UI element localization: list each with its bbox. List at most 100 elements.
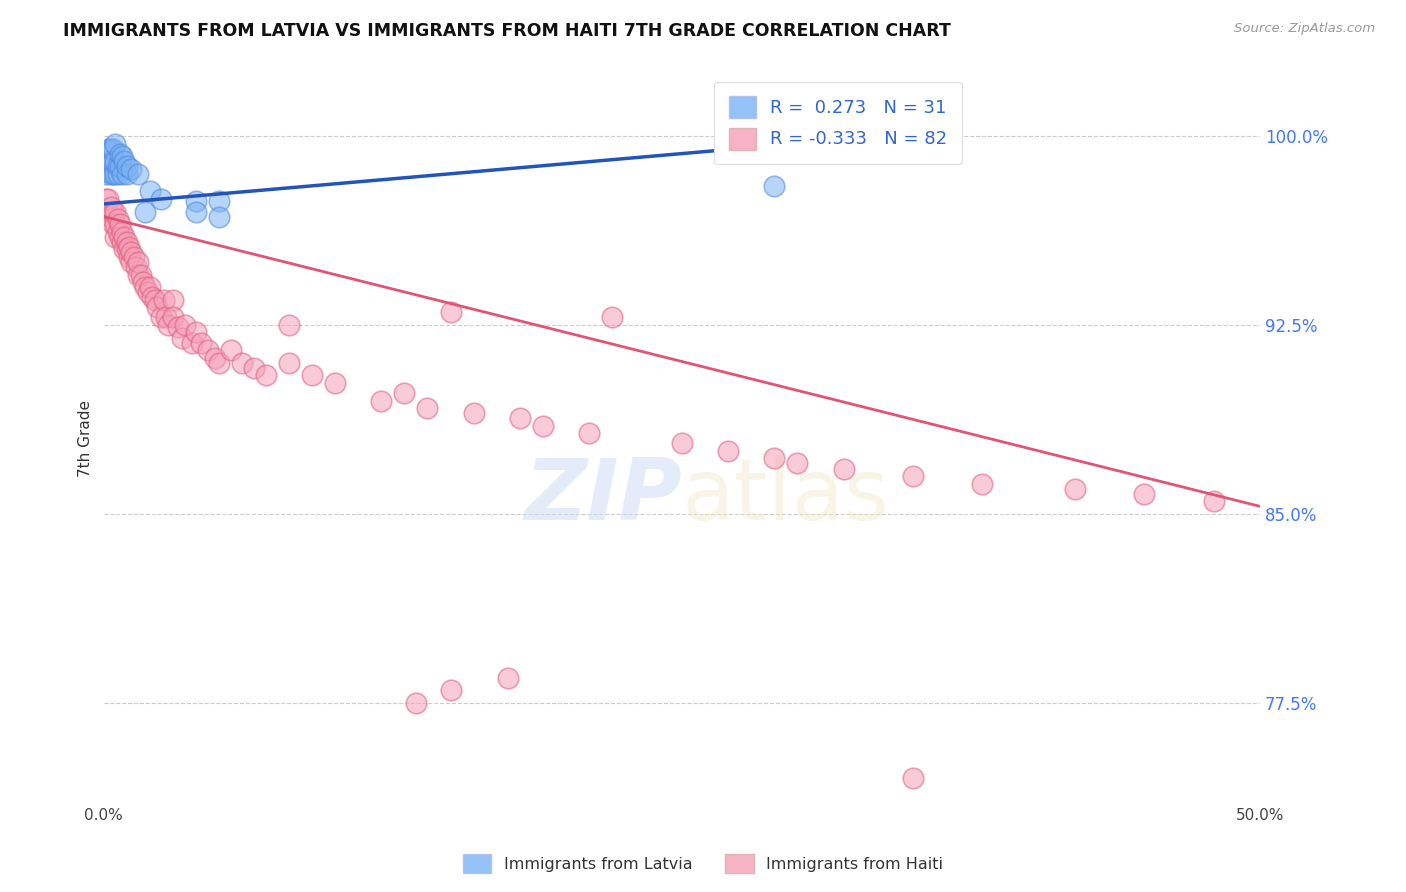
Point: [602, 310, 624, 325]
Point: [531, 418, 554, 433]
Point: [118, 250, 141, 264]
Point: [104, 217, 127, 231]
Point: [108, 229, 131, 244]
Text: Source: ZipAtlas.com: Source: ZipAtlas.com: [1234, 22, 1375, 36]
Point: [111, 167, 134, 181]
Point: [115, 159, 138, 173]
Point: [134, 280, 156, 294]
Point: [100, 167, 122, 181]
Point: [153, 293, 176, 307]
Point: [186, 204, 208, 219]
Point: [578, 426, 600, 441]
Point: [231, 356, 253, 370]
Point: [172, 330, 194, 344]
Point: [122, 250, 145, 264]
Point: [277, 356, 299, 370]
Point: [671, 436, 693, 450]
Point: [763, 179, 786, 194]
Point: [1202, 494, 1225, 508]
Point: [509, 411, 531, 425]
Point: [277, 318, 299, 332]
Point: [107, 225, 129, 239]
Point: [100, 210, 122, 224]
Point: [97, 192, 120, 206]
Point: [97, 204, 120, 219]
Point: [94, 192, 117, 206]
Point: [100, 142, 122, 156]
Point: [100, 154, 122, 169]
Point: [120, 161, 142, 176]
Point: [146, 300, 169, 314]
Point: [166, 320, 188, 334]
Point: [439, 305, 461, 319]
Point: [717, 443, 740, 458]
Point: [101, 167, 124, 181]
Point: [97, 142, 120, 156]
Point: [97, 154, 120, 169]
Point: [301, 368, 323, 383]
Point: [972, 476, 994, 491]
Point: [111, 149, 134, 163]
Point: [101, 154, 124, 169]
Point: [323, 376, 346, 390]
Point: [104, 229, 127, 244]
Point: [94, 167, 117, 181]
Point: [114, 243, 136, 257]
Text: ZIP: ZIP: [524, 455, 682, 538]
Point: [197, 343, 219, 358]
Point: [150, 310, 173, 325]
Point: [405, 696, 427, 710]
Point: [120, 255, 142, 269]
Point: [1133, 487, 1156, 501]
Point: [104, 136, 127, 151]
Point: [186, 326, 208, 340]
Point: [114, 229, 136, 244]
Point: [101, 142, 124, 156]
Point: [208, 356, 231, 370]
Point: [107, 159, 129, 173]
Point: [118, 240, 141, 254]
Point: [219, 343, 242, 358]
Point: [127, 167, 149, 181]
Point: [204, 351, 226, 365]
Point: [186, 194, 208, 209]
Point: [111, 225, 134, 239]
Point: [786, 457, 808, 471]
Point: [115, 243, 138, 257]
Point: [136, 285, 159, 300]
Point: [150, 192, 173, 206]
Point: [104, 154, 127, 169]
Point: [101, 217, 124, 231]
Point: [763, 451, 786, 466]
Point: [139, 185, 162, 199]
Point: [115, 167, 138, 181]
Point: [180, 335, 202, 350]
Point: [114, 154, 136, 169]
Point: [104, 204, 127, 219]
Point: [243, 360, 266, 375]
Point: [141, 290, 163, 304]
Y-axis label: 7th Grade: 7th Grade: [79, 400, 93, 477]
Point: [190, 335, 212, 350]
Legend: R =  0.273   N = 31, R = -0.333   N = 82: R = 0.273 N = 31, R = -0.333 N = 82: [714, 82, 962, 164]
Point: [208, 194, 231, 209]
Point: [162, 293, 184, 307]
Legend: Immigrants from Latvia, Immigrants from Haiti: Immigrants from Latvia, Immigrants from …: [457, 847, 949, 880]
Point: [108, 146, 131, 161]
Point: [127, 268, 149, 282]
Point: [134, 204, 156, 219]
Point: [100, 200, 122, 214]
Point: [107, 167, 129, 181]
Point: [498, 671, 520, 685]
Point: [143, 293, 166, 307]
Point: [127, 255, 149, 269]
Point: [208, 210, 231, 224]
Point: [463, 406, 485, 420]
Point: [901, 772, 924, 786]
Text: IMMIGRANTS FROM LATVIA VS IMMIGRANTS FROM HAITI 7TH GRADE CORRELATION CHART: IMMIGRANTS FROM LATVIA VS IMMIGRANTS FRO…: [63, 22, 950, 40]
Point: [173, 318, 195, 332]
Point: [101, 204, 124, 219]
Point: [104, 167, 127, 181]
Point: [370, 393, 392, 408]
Point: [1063, 482, 1085, 496]
